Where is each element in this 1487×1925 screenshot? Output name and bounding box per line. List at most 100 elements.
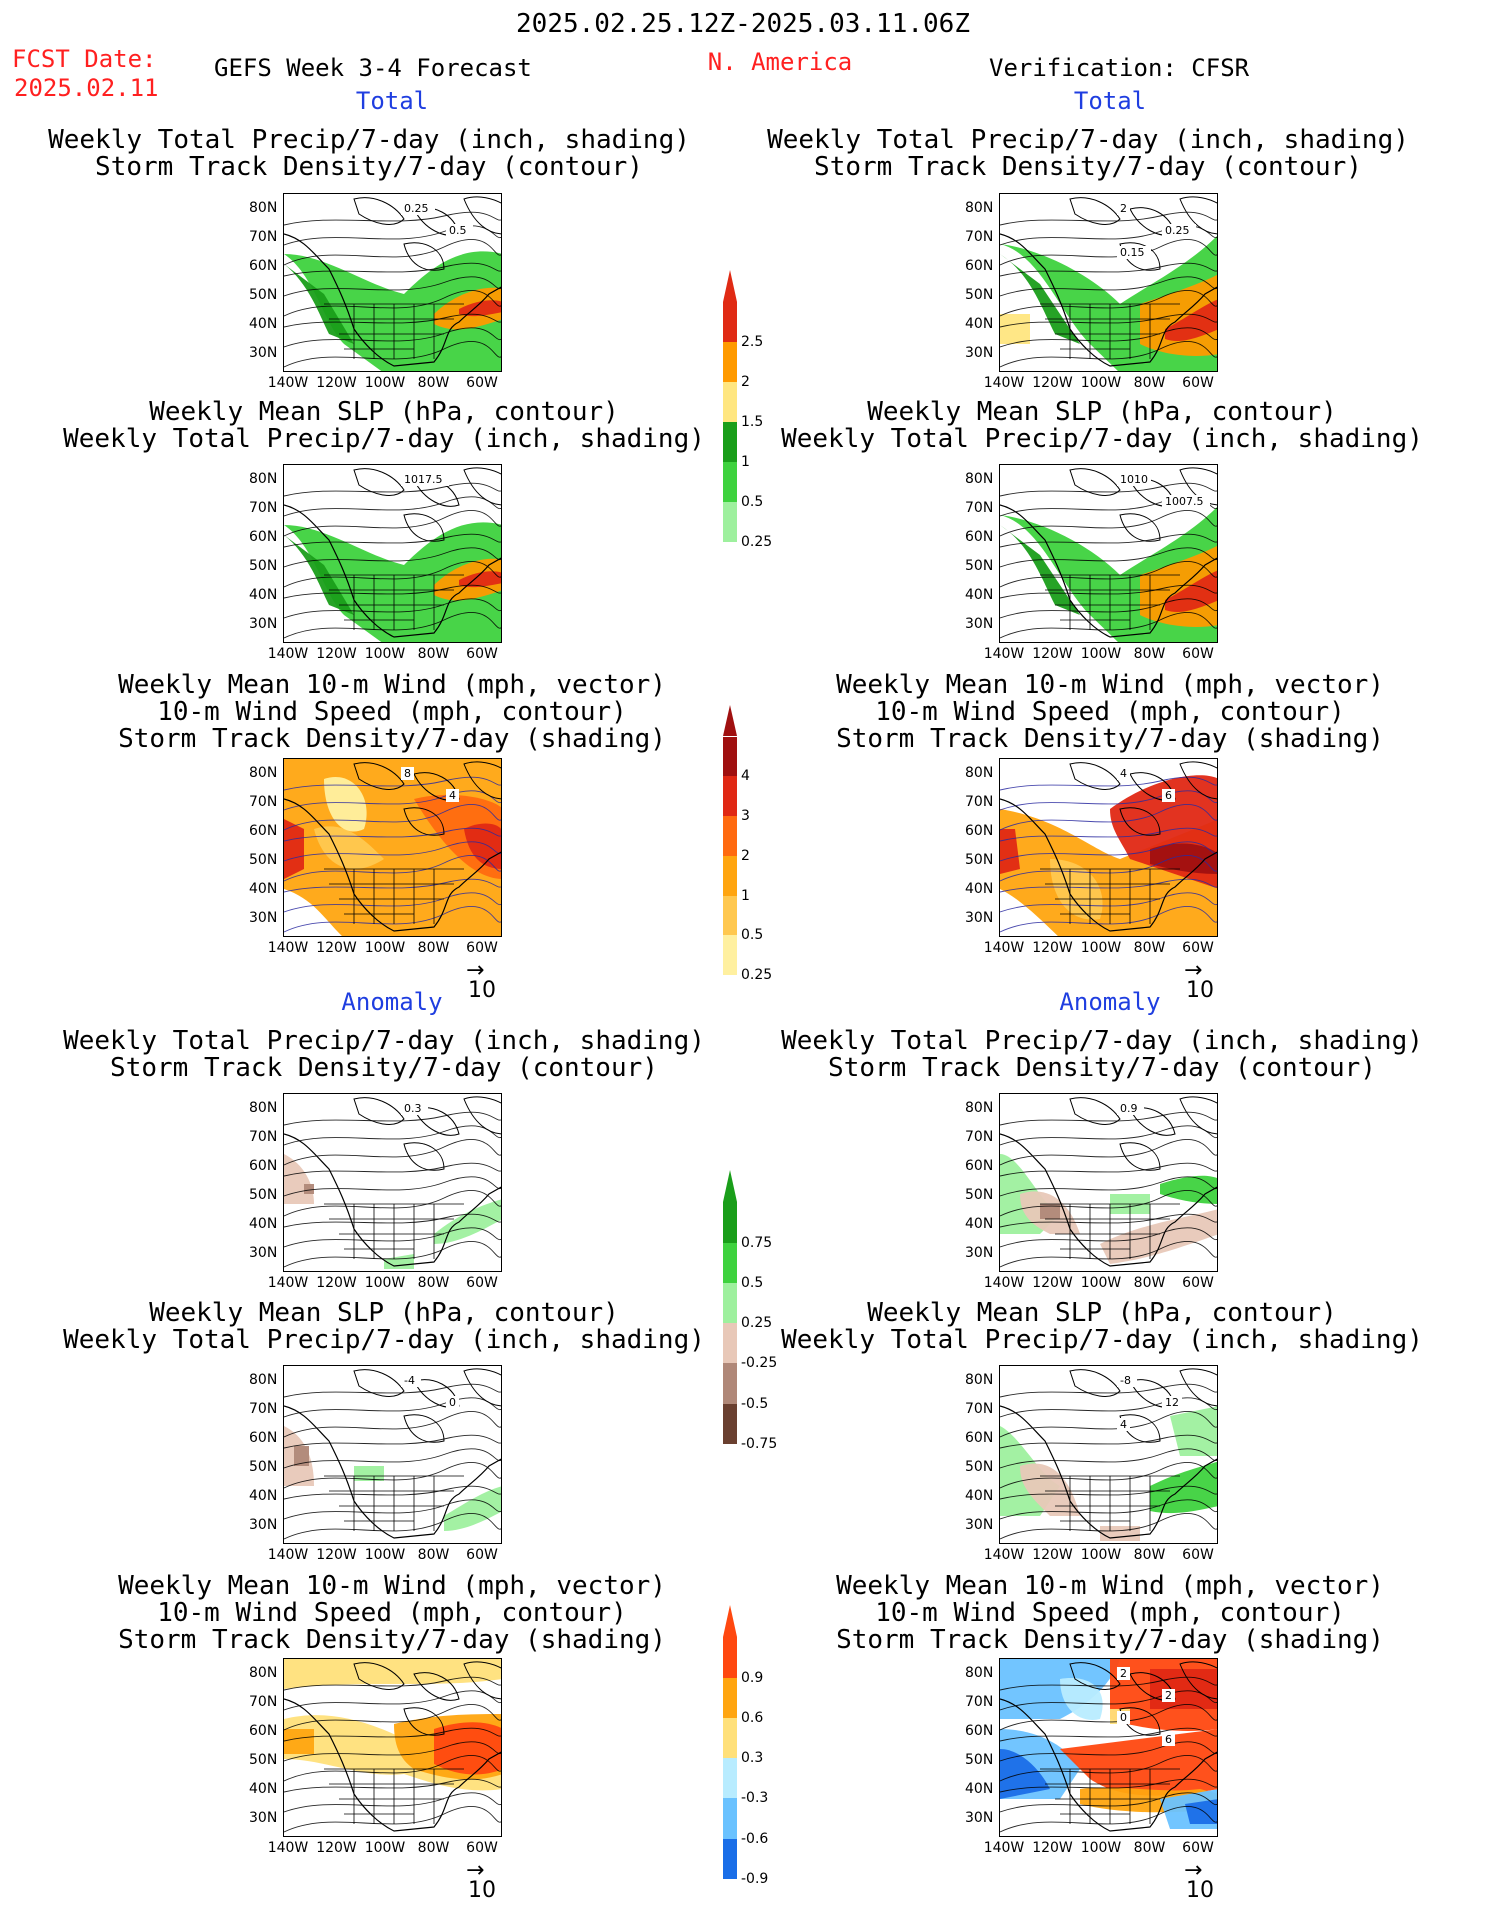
contour-line (284, 1485, 501, 1500)
contour-line (284, 1462, 501, 1489)
longitude-label: 140W (267, 375, 309, 391)
map-canvas: 84 (284, 759, 501, 936)
contour-line (284, 1227, 501, 1248)
contour-line (1000, 1499, 1217, 1520)
map-panel-slp-precip-anomaly-forecast: -4 0 (283, 1365, 502, 1544)
contour-line (1000, 827, 1217, 842)
latitude-label: 50N (249, 1752, 278, 1768)
colorbar-label: -0.5 (741, 1395, 769, 1412)
section-total-left: Total (355, 87, 429, 115)
contour-label: 12 (1165, 1396, 1179, 1409)
latitude-label: 30N (249, 1517, 278, 1533)
longitude-label: 60W (466, 1275, 498, 1291)
colorbar-top-triangle (723, 1170, 737, 1202)
contour-line (284, 892, 501, 913)
state-boundaries (1040, 574, 1180, 630)
colorbar-label: 0.25 (741, 967, 773, 984)
contour-line (284, 1241, 501, 1268)
longitude-label: 80W (1133, 1275, 1166, 1291)
colorbar-segment (723, 1677, 737, 1718)
contour-label: 0.15 (1120, 246, 1145, 259)
island-outline (1179, 761, 1217, 800)
latitude-label: 80N (965, 471, 994, 487)
shaded-region (1185, 1799, 1217, 1824)
shaded-region (284, 264, 354, 344)
contour-label-box (1162, 789, 1175, 802)
product-title: GEFS Week 3-4 Forecast (214, 54, 532, 82)
colorbar-label: -0.75 (741, 1435, 778, 1452)
vector-ref-label: 10 (1186, 978, 1214, 1003)
longitude-label: 100W (1080, 1547, 1122, 1563)
contour-line (284, 1792, 501, 1813)
contour-label-box (1117, 202, 1130, 215)
contour-line (284, 1806, 501, 1833)
region-title: N. America (707, 48, 853, 76)
longitude-label: 80W (1133, 646, 1166, 662)
contour-line (284, 1139, 501, 1166)
island-outline (413, 1672, 460, 1701)
colorbar-label: 4 (741, 768, 750, 785)
coastline (1000, 1133, 1217, 1267)
contour-line (1000, 1111, 1217, 1126)
colorbar-segment (723, 816, 737, 856)
colorbar-precip-total (723, 270, 737, 550)
colorbar-segment (723, 1363, 737, 1404)
contour-line (1000, 1806, 1217, 1833)
longitude-label: 80W (417, 1840, 450, 1856)
contour-line (284, 776, 501, 791)
colorbar-segment (723, 855, 737, 896)
state-boundaries (324, 1475, 464, 1531)
contour-line (1000, 1125, 1217, 1146)
contour-line (1000, 1448, 1217, 1469)
colorbar-label: 0.25 (741, 534, 773, 550)
colorbar-label: 1.5 (741, 414, 764, 430)
contour-line (1000, 892, 1217, 913)
latitude-label: 30N (249, 910, 278, 926)
latitude-label: 30N (249, 345, 278, 361)
colorbar-track-density-total (723, 705, 737, 983)
latitude-label: 50N (965, 287, 994, 303)
longitude-label: 100W (1080, 375, 1122, 391)
contour-label: 0.25 (1165, 224, 1190, 237)
map-panel-precip-track-anomaly-verification: 0.9 (999, 1093, 1218, 1272)
contour-line (1000, 239, 1217, 266)
contour-line (284, 1704, 501, 1731)
contour-line (284, 290, 501, 317)
vector-arrow-icon: → (1184, 1858, 1203, 1883)
island-outline (1069, 468, 1121, 496)
contour-label-box (1117, 1374, 1137, 1387)
longitude-label: 60W (466, 1840, 498, 1856)
latitude-label: 70N (965, 1129, 994, 1145)
latitude-label: 40N (965, 316, 994, 332)
latitude-label: 40N (249, 1781, 278, 1797)
contour-line (1000, 1755, 1217, 1782)
contour-label-box (1162, 224, 1196, 237)
verification-label: Verification: CFSR (989, 54, 1250, 82)
contour-line (1000, 1676, 1217, 1691)
latitude-label: 60N (965, 1430, 994, 1446)
colorbar-segment (723, 1202, 737, 1243)
contour-line (284, 1755, 501, 1782)
latitude-label: 80N (249, 471, 278, 487)
state-boundaries (324, 574, 464, 630)
latitude-label: 80N (249, 1665, 278, 1681)
contour-label-box (401, 1374, 421, 1387)
shaded-region (444, 1486, 501, 1531)
shaded-region (1060, 1729, 1217, 1796)
island-outline (403, 1707, 445, 1736)
map-canvas: 2 0.25 0.15 (1000, 196, 1217, 371)
latitude-label: 30N (249, 1245, 278, 1261)
panel-title: Weekly Total Precip/7-day (inch, shading… (63, 1026, 705, 1083)
shaded-region (434, 1722, 501, 1775)
panel-title: Weekly Mean 10-m Wind (mph, vector) 10-m … (836, 1571, 1384, 1655)
contour-line (284, 239, 501, 266)
contour-line (1000, 776, 1217, 791)
latitude-label: 60N (249, 1430, 278, 1446)
colorbar-segment (723, 1282, 737, 1324)
latitude-label: 50N (249, 558, 278, 574)
longitude-label: 80W (417, 646, 450, 662)
longitude-label: 120W (316, 940, 357, 956)
latitude-label: 40N (965, 1216, 994, 1232)
contour-label: 1017.5 (404, 473, 443, 486)
